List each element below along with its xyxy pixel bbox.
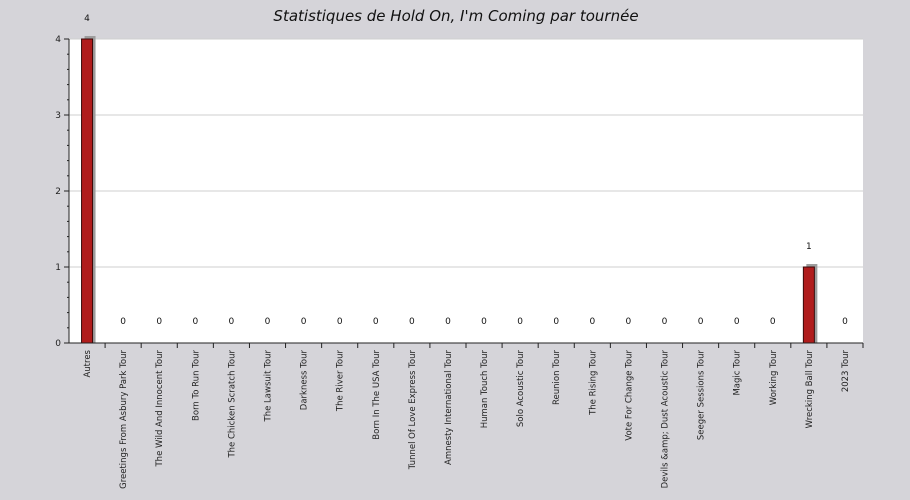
x-category-label: Vote For Change Tour [624,350,634,441]
data-label: 0 [265,317,271,327]
x-category-label: Greetings From Asbury Park Tour [119,350,129,489]
x-category-label: Born To Run Tour [191,350,201,421]
data-label: 0 [192,317,198,327]
bar [802,266,815,344]
data-label: 0 [373,317,379,327]
y-tick-label: 4 [55,35,61,45]
x-category-label: Wrecking Ball Tour [805,350,815,429]
bar [81,38,94,344]
x-category-label: Reunion Tour [552,350,562,406]
x-category-label: Devils &amp; Dust Acoustic Tour [661,349,671,488]
data-label: 4 [84,14,90,24]
data-label: 0 [589,317,595,327]
y-tick-label: 2 [55,187,61,197]
data-label: 0 [481,317,487,327]
x-category-label: Working Tour [769,349,779,405]
x-category-label: The Wild And Innocent Tour [155,350,165,468]
data-label: 0 [517,317,523,327]
y-tick-label: 0 [55,339,61,349]
x-category-label: Darkness Tour [300,350,310,411]
data-label: 0 [156,317,162,327]
chart-title: Statistiques de Hold On, I'm Coming par … [273,7,638,25]
data-label: 0 [842,317,848,327]
x-category-label: Human Touch Tour [480,350,490,429]
data-label: 0 [409,317,415,327]
y-axis-ticks: 0 1 2 3 4 [55,35,69,349]
x-category-label: Born In The USA Tour [372,350,382,440]
x-category-label: Magic Tour [733,350,743,396]
x-category-label: The Chicken Scratch Tour [227,350,237,459]
data-label: 0 [662,317,668,327]
data-label: 0 [626,317,632,327]
data-label: 0 [301,317,307,327]
data-label: 0 [734,317,740,327]
x-category-label: Amnesty International Tour [444,350,454,465]
x-category-label: Solo Acoustic Tour [516,350,526,428]
data-label: 0 [229,317,235,327]
grid-lines [69,38,863,268]
x-axis-labels: Autres Greetings From Asbury Park Tour The… [83,349,851,488]
x-category-label: Seeger Sessions Tour [697,350,707,441]
data-label: 0 [337,317,343,327]
x-category-label: The Rising Tour [588,350,598,416]
x-category-label: Autres [83,349,93,377]
x-category-label: 2023 Tour [841,350,851,393]
data-label: 0 [770,317,776,327]
x-category-label: The Lawsuit Tour [264,349,274,422]
x-category-label: Tunnel Of Love Express Tour [408,350,418,471]
y-tick-label: 3 [55,111,61,121]
data-label: 0 [553,317,559,327]
data-label: 0 [698,317,704,327]
data-label: 0 [445,317,451,327]
y-tick-label: 1 [55,263,61,273]
data-label: 1 [806,242,812,252]
x-category-label: The River Tour [336,350,346,413]
data-label: 0 [120,317,126,327]
data-labels: 4 0 0 0 0 0 0 0 0 0 0 0 0 0 0 0 0 0 0 0 1 0 [84,14,848,327]
